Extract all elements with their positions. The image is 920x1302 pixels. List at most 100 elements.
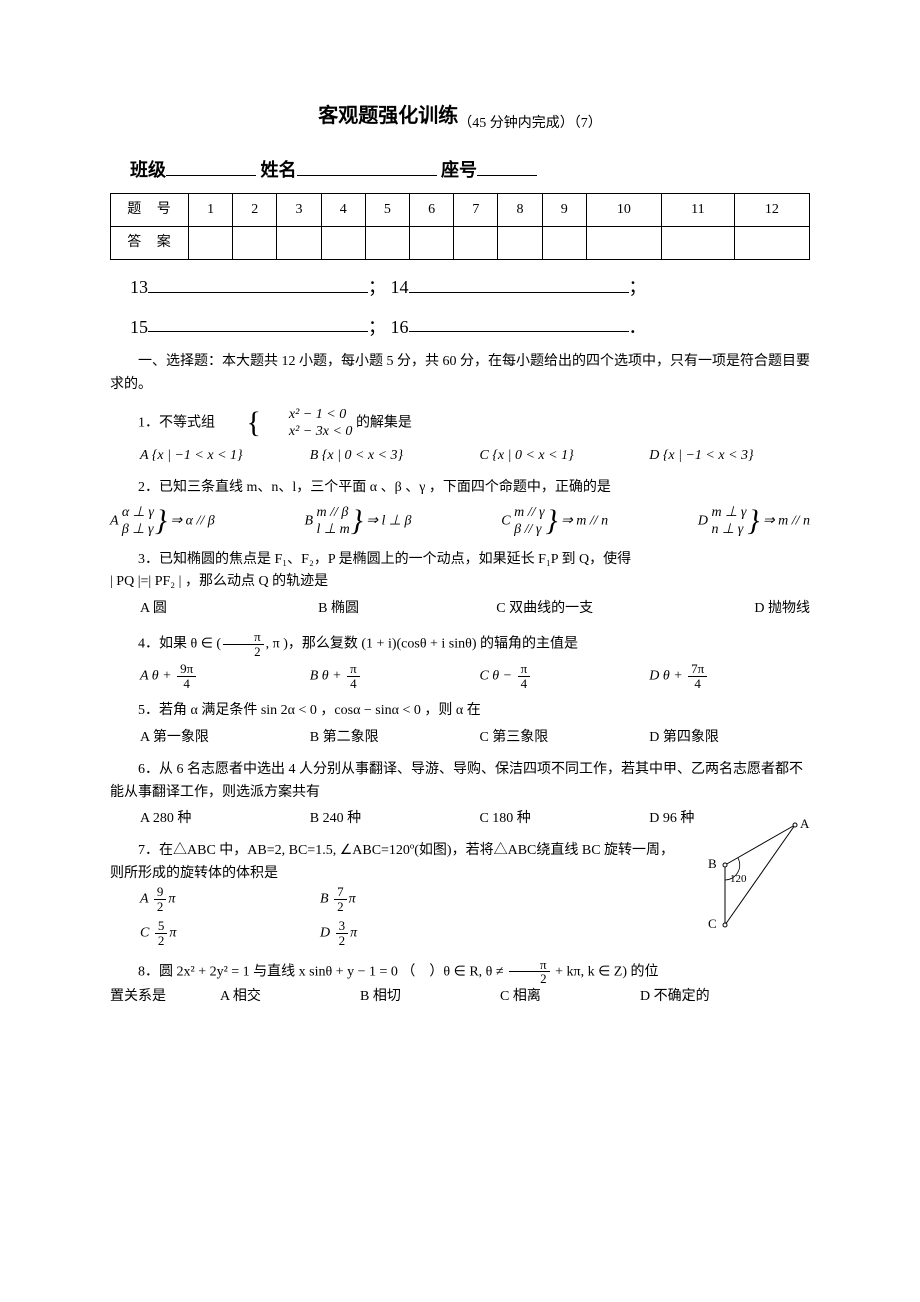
answer-cell[interactable] [321,226,365,259]
col-num: 12 [734,193,809,226]
class-blank[interactable] [166,155,256,176]
q4-opt-c: C θ − π4 [479,662,640,690]
row-header: 答 案 [111,226,189,259]
q2-opt-c: C m // γβ // γ} ⇒ m // n [501,504,608,539]
question-8: 8．圆 2x² + 2y² = 1 与直线 x sinθ + y − 1 = 0… [110,958,810,1009]
table-row: 题 号 1 2 3 4 5 6 7 8 9 10 11 12 [111,193,810,226]
col-num: 1 [189,193,233,226]
blank-14[interactable] [409,272,629,293]
q3-stem1: 3．已知椭圆的焦点是 F₁、F₂，P 是椭圆上的一个动点，如果延长 F₁P 到 … [110,549,810,571]
q2-opt-d: D m ⊥ γn ⊥ γ} ⇒ m // n [698,504,810,539]
col-num: 6 [410,193,454,226]
answer-cell[interactable] [189,226,233,259]
q5-opt-d: D 第四象限 [649,727,810,749]
q5-stem: 5．若角 α 满足条件 sin 2α < 0 ，cosα − sinα < 0 … [110,700,810,722]
q8-opt-a: A 相交 [220,986,360,1008]
question-3: 3．已知椭圆的焦点是 F₁、F₂，P 是椭圆上的一个动点，如果延长 F₁P 到 … [110,549,810,620]
q3-opt-d: D 抛物线 [754,598,810,620]
q4-opt-a: A θ + 9π4 [140,662,301,690]
svg-text:B: B [708,856,717,871]
class-label: 班级 [130,160,166,180]
svg-text:A: A [800,816,810,831]
answer-table: 题 号 1 2 3 4 5 6 7 8 9 10 11 12 答 案 [110,193,810,260]
q8-opt-b: B 相切 [360,986,500,1008]
answer-cell[interactable] [734,226,809,259]
blank-15[interactable] [148,312,368,333]
q2-opt-b: B m // βl ⊥ m} ⇒ l ⊥ β [304,504,411,539]
q1-stem-pre: 1．不等式组 [138,416,215,431]
name-label: 姓名 [261,160,297,180]
col-num: 4 [321,193,365,226]
q3-opt-c: C 双曲线的一支 [496,598,686,620]
answer-cell[interactable] [277,226,321,259]
q7-opt-d: D 32π [320,919,500,947]
q8-opt-d: D 不确定的 [640,986,710,1008]
answer-cell[interactable] [498,226,542,259]
q3-opt-a: A 圆 [140,598,250,620]
triangle-diagram: A B C 120 [690,810,810,940]
table-row: 答 案 [111,226,810,259]
q3-opt-b: B 椭圆 [318,598,428,620]
q1-opt-b: B {x | 0 < x < 3} [310,445,471,467]
answer-cell[interactable] [233,226,277,259]
q5-opt-b: B 第二象限 [310,727,471,749]
svg-text:C: C [708,916,717,931]
q1-opt-d: D {x | −1 < x < 3} [649,445,810,467]
student-info-line: 班级 姓名 座号 [130,155,810,185]
q1-opt-a: A {x | −1 < x < 1} [140,445,301,467]
answer-cell[interactable] [410,226,454,259]
answer-cell[interactable] [365,226,409,259]
answer-cell[interactable] [454,226,498,259]
q2-stem: 2．已知三条直线 m、n、l，三个平面 α 、β 、γ ，下面四个命题中，正确的… [110,477,810,499]
blank-16[interactable] [409,312,629,333]
q8-stem-post: + kπ, k ∈ Z) 的位 [552,964,659,979]
q7-opt-b: B 72π [320,885,500,913]
q2-opt-a: A α ⊥ γβ ⊥ γ} ⇒ α // β [110,504,215,539]
col-num: 10 [586,193,661,226]
q8-stem-line2: 置关系是 [110,986,220,1008]
col-num: 11 [661,193,734,226]
question-1: 1．不等式组 { x² − 1 < 0 x² − 3x < 0 的解集是 A {… [110,406,810,467]
svg-text:120: 120 [730,873,747,885]
seat-label: 座号 [441,160,477,180]
section-1-heading: 一、选择题：本大题共 12 小题，每小题 5 分，共 60 分，在每小题给出的四… [110,351,810,396]
fill-line-1: 13； 14； [130,272,810,302]
answer-cell[interactable] [586,226,661,259]
q3-stem2: | PQ |=| PF₂ | ，那么动点 Q 的轨迹是 [110,571,810,593]
question-5: 5．若角 α 满足条件 sin 2α < 0 ，cosα − sinα < 0 … [110,700,810,749]
fill-13: 13 [130,277,148,297]
q7-opt-c: C 52π [140,919,320,947]
q5-opt-c: C 第三象限 [479,727,640,749]
fill-15: 15 [130,316,148,336]
col-num: 7 [454,193,498,226]
seat-blank[interactable] [477,155,537,176]
blank-13[interactable] [148,272,368,293]
col-num: 3 [277,193,321,226]
answer-cell[interactable] [661,226,734,259]
q8-opt-c: C 相离 [500,986,640,1008]
q1-sys1: x² − 1 < 0 [261,406,353,424]
question-2: 2．已知三条直线 m、n、l，三个平面 α 、β 、γ ，下面四个命题中，正确的… [110,477,810,538]
q1-opt-c: C {x | 0 < x < 1} [479,445,640,467]
q1-sys2: x² − 3x < 0 [261,423,353,441]
page-title: 客观题强化训练（45 分钟内完成）（7） [110,100,810,135]
q5-opt-a: A 第一象限 [140,727,301,749]
q7-stem: 7．在△ABC 中，AB=2, BC=1.5, ∠ABC=120º(如图)，若将… [110,840,680,885]
fill-16: 16 [391,316,409,336]
answer-cell[interactable] [542,226,586,259]
title-sub: （45 分钟内完成）（7） [458,116,602,131]
col-num: 8 [498,193,542,226]
question-7: A B C 120 7．在△ABC 中，AB=2, BC=1.5, ∠ABC=1… [110,840,810,947]
q6-opt-b: B 240 种 [310,808,471,830]
q4-opt-d: D θ + 7π4 [649,662,810,690]
question-4: 4．如果 θ ∈ (π2, π )，那么复数 (1 + i)(cosθ + i … [110,630,810,691]
q4-stem-pre: 4．如果 θ ∈ ( [138,636,221,651]
col-num: 5 [365,193,409,226]
col-num: 9 [542,193,586,226]
fill-14: 14 [391,277,409,297]
q7-opt-a: A 92π [140,885,320,913]
q4-opt-b: B θ + π4 [310,662,471,690]
q6-opt-a: A 280 种 [140,808,301,830]
name-blank[interactable] [297,155,437,176]
row-header: 题 号 [111,193,189,226]
